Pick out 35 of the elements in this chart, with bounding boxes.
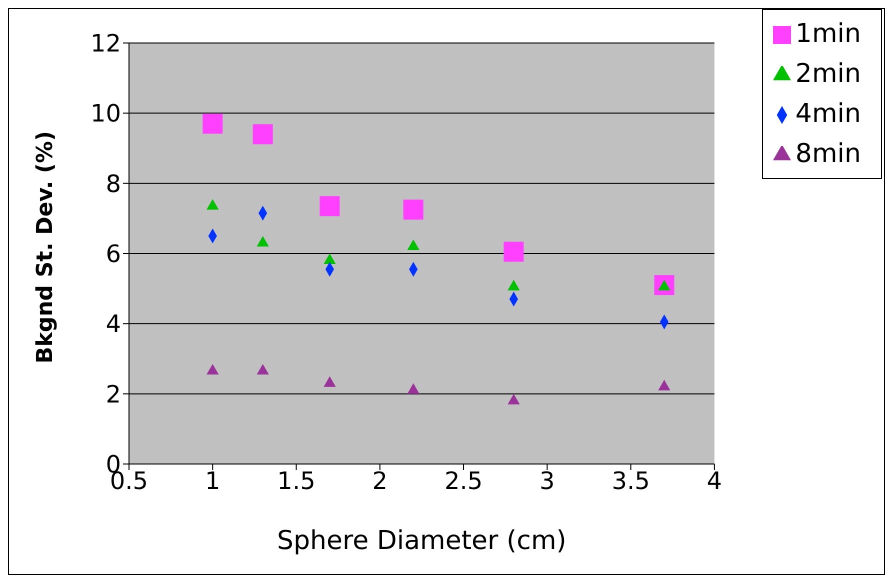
x-tick-label: 1.5 xyxy=(277,467,316,496)
point xyxy=(256,236,269,246)
x-tick-label: 1 xyxy=(204,467,220,496)
point xyxy=(202,114,223,134)
point xyxy=(320,196,340,216)
x-tick-label: 4 xyxy=(706,467,722,496)
point xyxy=(206,364,219,375)
x-tick-label: 2 xyxy=(372,467,388,496)
y-tick-label: 12 xyxy=(90,30,121,58)
y-tick-label: 4 xyxy=(106,310,121,338)
point xyxy=(508,394,520,404)
y-axis-title: Bkgnd St. Dev. (%) xyxy=(32,131,58,364)
point xyxy=(206,199,219,210)
legend-label: 1min xyxy=(795,19,861,49)
point xyxy=(504,242,524,262)
point xyxy=(324,254,336,264)
point xyxy=(256,364,269,375)
x-axis-title: Sphere Diameter (cm) xyxy=(277,526,566,556)
x-tick-label: 3.5 xyxy=(612,467,650,496)
point xyxy=(403,200,424,220)
y-tick-label: 2 xyxy=(106,380,121,408)
legend-label: 4min xyxy=(795,99,861,129)
legend-label: 8min xyxy=(795,139,861,169)
y-tick-label: 8 xyxy=(106,170,121,198)
legend-label: 2min xyxy=(795,59,861,89)
point xyxy=(508,280,520,290)
x-tick-label: 2.5 xyxy=(444,467,483,496)
point xyxy=(658,380,670,390)
x-tick-label: 3 xyxy=(540,467,555,496)
y-tick-label: 10 xyxy=(90,100,121,128)
point xyxy=(324,376,336,387)
point xyxy=(407,239,420,250)
point xyxy=(407,383,420,394)
y-tick-label: 6 xyxy=(106,240,121,268)
point xyxy=(252,124,273,144)
